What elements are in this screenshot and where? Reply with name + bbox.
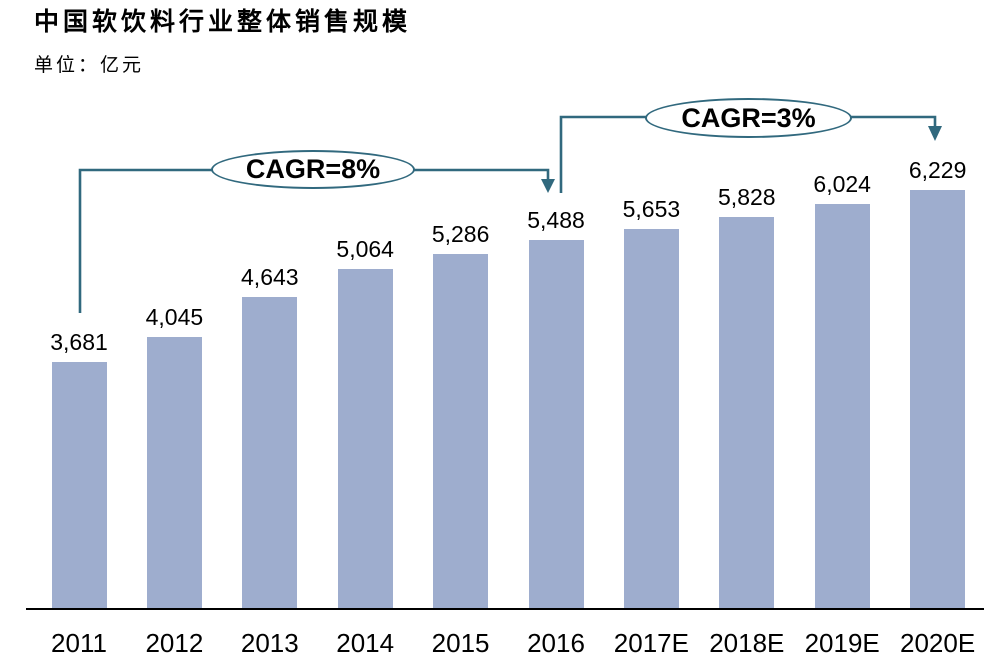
- x-axis-label-2018E: 2018E: [709, 628, 785, 658]
- bar-value-label-2016: 5,488: [527, 207, 585, 233]
- x-axis-label-2015: 2015: [431, 628, 490, 658]
- cagr-3-down-arrow-icon: [928, 126, 942, 141]
- bar-2014: [337, 269, 393, 610]
- bar-2013: [242, 297, 298, 610]
- bar-value-label-2015: 5,286: [431, 221, 490, 247]
- bar-value-label-2017E: 5,653: [622, 196, 681, 222]
- cagr-3-annotation-badge: CAGR=3%: [645, 98, 852, 138]
- bar-2019E: [814, 204, 870, 610]
- bar-2012: [146, 337, 202, 610]
- bar-value-label-2014: 5,064: [336, 236, 394, 262]
- unit-label: 单位：亿元: [34, 54, 145, 76]
- cagr-8-down-arrow-icon: [541, 179, 555, 193]
- x-axis-label-2011: 2011: [51, 628, 107, 658]
- cagr-8-bracket-line: [78, 168, 550, 313]
- x-axis-label-2016: 2016: [527, 628, 585, 658]
- cagr-3-annotation-label: CAGR=3%: [681, 102, 816, 133]
- cagr-8-annotation-badge: CAGR=8%: [211, 150, 415, 189]
- x-axis-label-2017E: 2017E: [613, 628, 689, 658]
- bar-2018E: [719, 217, 775, 610]
- bar-2020E: [910, 190, 966, 610]
- chart-title: 中国软饮料行业整体销售规模: [34, 7, 412, 36]
- bar-2011: [51, 362, 107, 610]
- bar-value-label-2018E: 5,828: [718, 184, 776, 210]
- bar-value-label-2012: 4,045: [145, 304, 204, 330]
- x-axis-label-2014: 2014: [336, 628, 395, 658]
- bar-2015: [433, 254, 489, 610]
- bar-value-label-2011: 3,681: [50, 329, 108, 355]
- x-axis-line: [26, 608, 984, 610]
- bar-value-label-2020E: 6,229: [908, 157, 967, 183]
- cagr-8-annotation-label: CAGR=8%: [245, 154, 381, 184]
- bar-2016: [528, 240, 584, 610]
- bar-value-label-2019E: 6,024: [813, 171, 871, 197]
- x-axis-label-2020E: 2020E: [900, 628, 976, 658]
- x-axis-label-2013: 2013: [240, 628, 299, 658]
- x-axis-label-2019E: 2019E: [804, 628, 880, 658]
- bar-2017E: [623, 229, 679, 610]
- bar-value-label-2013: 4,643: [241, 264, 299, 290]
- x-axis-label-2012: 2012: [145, 628, 204, 658]
